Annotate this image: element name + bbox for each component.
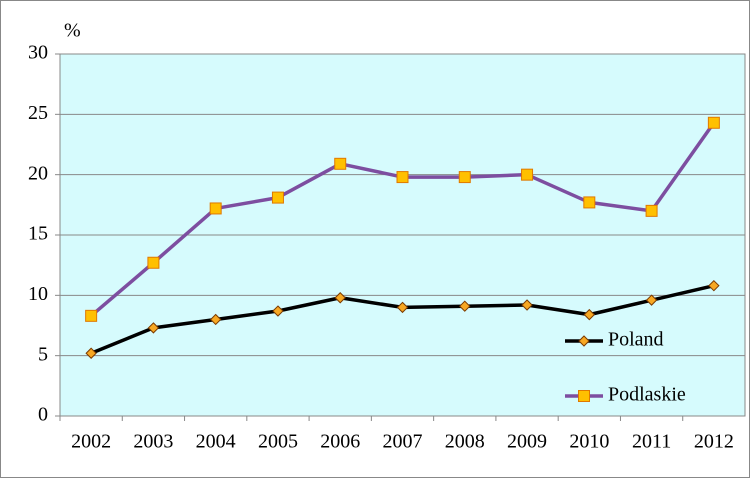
marker: [458, 171, 471, 184]
marker: [707, 116, 720, 129]
y-tick-label: 5: [38, 343, 48, 365]
marker: [583, 308, 596, 321]
y-tick-label: 25: [28, 102, 48, 124]
legend-label: Poland: [608, 329, 664, 351]
marker: [209, 313, 222, 326]
x-tick-label: 2012: [694, 431, 734, 453]
x-tick-label: 2002: [71, 431, 111, 453]
marker: [459, 300, 471, 312]
marker: [334, 292, 346, 304]
marker: [645, 294, 658, 306]
x-tick-label: 2006: [320, 431, 360, 453]
marker: [521, 299, 533, 311]
y-tick-label: 0: [38, 404, 48, 426]
y-tick-label: 20: [28, 162, 48, 184]
x-tick-label: 2003: [133, 431, 173, 453]
marker: [85, 347, 97, 359]
marker: [271, 191, 284, 204]
legend-marker: [578, 335, 590, 347]
marker: [396, 301, 409, 314]
x-tick-label: 2005: [258, 431, 298, 453]
y-tick-label: 30: [28, 42, 48, 64]
x-tick-label: 2008: [445, 431, 485, 453]
marker: [396, 171, 409, 184]
x-tick-label: 2004: [196, 431, 236, 453]
y-axis-label: %: [64, 20, 81, 42]
legend-label: Podlaskie: [608, 384, 686, 406]
legend-marker: [578, 390, 590, 402]
y-tick-label: 10: [28, 283, 48, 305]
marker: [85, 309, 98, 322]
marker: [209, 202, 222, 215]
marker: [521, 168, 534, 181]
marker: [708, 279, 720, 292]
x-tick-label: 2007: [383, 431, 423, 453]
marker: [583, 196, 596, 209]
y-tick-label: 15: [28, 223, 48, 245]
x-tick-label: 2009: [507, 431, 547, 453]
marker: [334, 157, 347, 170]
marker: [147, 256, 160, 269]
marker: [645, 204, 658, 217]
marker: [272, 305, 284, 317]
x-tick-label: 2011: [632, 431, 671, 453]
x-tick-label: 2010: [569, 431, 609, 453]
marker: [147, 322, 160, 334]
